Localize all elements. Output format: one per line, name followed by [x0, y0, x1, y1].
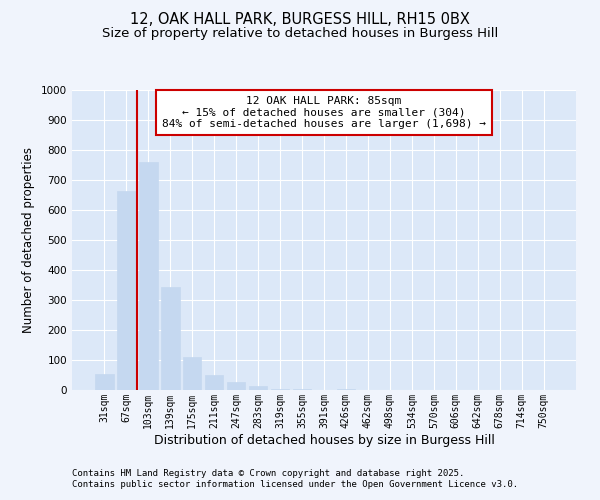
Bar: [117, 190, 136, 390]
Text: Contains public sector information licensed under the Open Government Licence v3: Contains public sector information licen…: [72, 480, 518, 489]
X-axis label: Distribution of detached houses by size in Burgess Hill: Distribution of detached houses by size …: [154, 434, 494, 446]
Bar: [249, 386, 268, 390]
Bar: [95, 374, 113, 390]
Text: 12 OAK HALL PARK: 85sqm
← 15% of detached houses are smaller (304)
84% of semi-d: 12 OAK HALL PARK: 85sqm ← 15% of detache…: [162, 96, 486, 129]
Text: Contains HM Land Registry data © Crown copyright and database right 2025.: Contains HM Land Registry data © Crown c…: [72, 468, 464, 477]
Bar: [183, 357, 202, 390]
Bar: [227, 382, 245, 390]
Text: 12, OAK HALL PARK, BURGESS HILL, RH15 0BX: 12, OAK HALL PARK, BURGESS HILL, RH15 0B…: [130, 12, 470, 28]
Y-axis label: Number of detached properties: Number of detached properties: [22, 147, 35, 333]
Text: Size of property relative to detached houses in Burgess Hill: Size of property relative to detached ho…: [102, 28, 498, 40]
Bar: [161, 286, 179, 390]
Bar: [271, 388, 289, 390]
Bar: [205, 375, 223, 390]
Bar: [139, 162, 158, 390]
